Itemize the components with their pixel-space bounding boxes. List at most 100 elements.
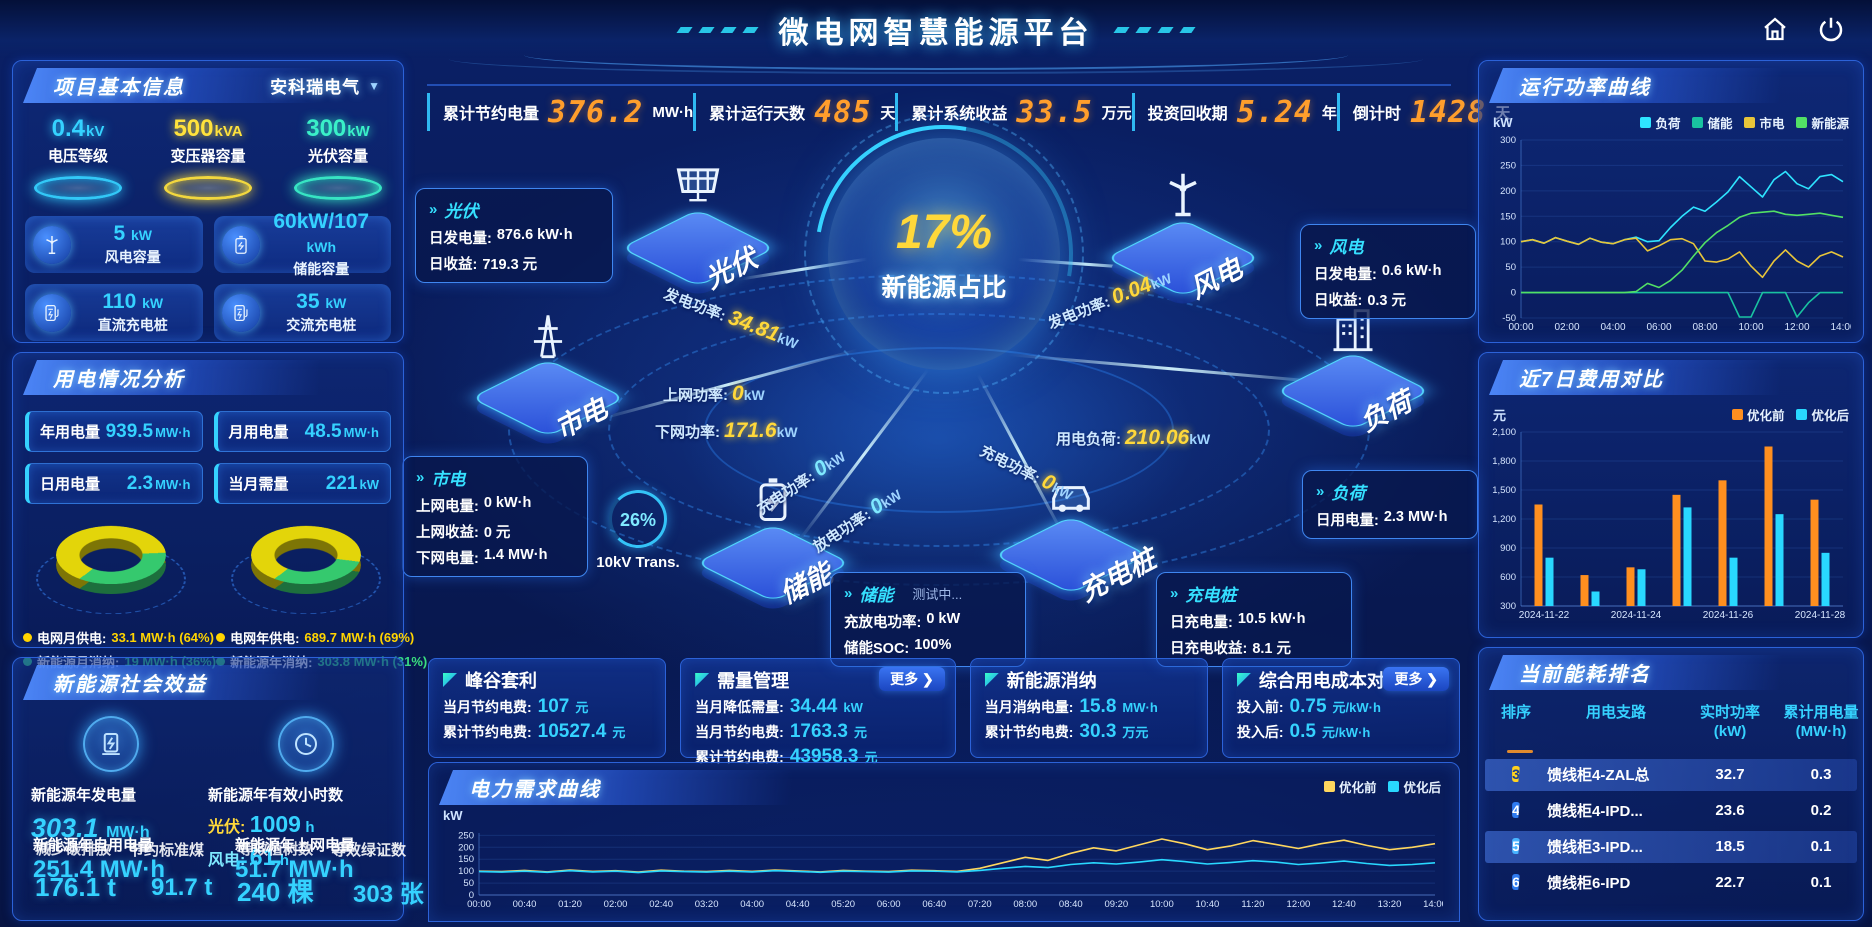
panel-social-benefit: 新能源社会效益 新能源年发电量 303.1 MW·h 新能源年有效小时数 光伏: [12, 657, 424, 921]
benefit-overlap-left: 新能源年自用电量 减少碳排放 节约标准煤 251.4 MW·h 176.1 t … [33, 837, 213, 902]
energy-node[interactable]: 光伏 [620, 163, 776, 313]
energy-node[interactable]: 充电桩 [993, 470, 1161, 620]
saving-panel-title: 需量管理 [717, 671, 790, 691]
saving-panel: 峰谷套利 当月节约电费: 107 元累计节约电费: 10527.4 元 [428, 658, 667, 758]
panel-project-info: 项目基本信息 安科瑞电气 ▼ 0.4kV 电压等级 500kVA 变压器容量 3… [12, 60, 404, 343]
energy-chip: 日用电量 2.3 MW·h [25, 463, 203, 504]
kpi-value: 1428 [1409, 94, 1487, 130]
legend-item: 电网月供电: 33.1 MW·h (64%) [23, 628, 216, 647]
kpi-stat: 投资回收期 5.24 年 [1131, 93, 1337, 131]
power-icon[interactable] [1816, 14, 1846, 44]
kpi-stats-bar: 累计节约电量 376.2 MW·h 累计运行天数 485 天 累计系统收益 33… [427, 84, 1510, 138]
rank-badge: 6 [1512, 874, 1520, 890]
transformer-load-percent: 26% [609, 490, 667, 548]
ranking-row[interactable]: 5 馈线柜3-IPD... 18.5 0.1 [1485, 830, 1857, 863]
total-energy: 0.1 [1810, 874, 1832, 891]
clock-icon [277, 716, 334, 772]
more-button[interactable]: 更多 ❯ [879, 667, 945, 691]
rank-badge: 4 [1512, 802, 1520, 818]
year-supply-donut [226, 518, 386, 615]
energy-node[interactable]: 风电 [1105, 173, 1261, 323]
svg-text:02:00: 02:00 [1554, 322, 1579, 333]
panel-corner-icon [23, 360, 31, 372]
company-dropdown[interactable]: 安科瑞电气 ▼ [270, 73, 381, 98]
panel-title: 近7日费用对比 [1519, 369, 1665, 391]
capacity-chip: 5 kW 风电容量 [25, 216, 203, 273]
demand-curve-chart: 250 200 150 100 50 0 00:00 00:40 01:20 02:00 02:40… [443, 827, 1453, 911]
energy-node[interactable]: 储能 [695, 478, 851, 628]
chevron-down-icon: ▼ [368, 78, 381, 93]
kpi-value: 5.24 [1236, 94, 1313, 130]
panel-cost-compare: 近7日费用对比 元 优化前 优化后 2,100 1,800 1,500 1,200 900… [1478, 352, 1864, 638]
node-info-box: » 市电 上网电量: 0 kW·h 上网收益: 0 元下网电量: 1.4 MW·h [402, 456, 588, 577]
arrow-icon: » [1170, 585, 1179, 602]
more-button[interactable]: 更多 ❯ [1383, 667, 1450, 691]
panel-corner-icon [984, 673, 999, 687]
info-box-title: 风电 [1329, 238, 1364, 257]
cost-compare-chart: 2,100 1,800 1,500 1,200 900 600 300 2024-11-22 2… [1485, 426, 1857, 622]
kpi-label: 倒计时 [1352, 106, 1401, 123]
svg-text:14:00: 14:00 [1423, 899, 1443, 910]
svg-text:1,500: 1,500 [1492, 485, 1516, 496]
branch-name: 馈线柜4-IPD... [1547, 803, 1643, 820]
svg-text:00:40: 00:40 [513, 899, 537, 910]
svg-text:300: 300 [1500, 135, 1516, 146]
svg-text:200: 200 [1500, 186, 1516, 197]
kpi-value: 33.5 [1016, 94, 1093, 130]
arrow-icon: » [844, 585, 853, 602]
svg-text:100: 100 [458, 866, 474, 877]
info-box-title: 充电桩 [1185, 586, 1237, 605]
saving-panel: 综合用电成本对比 更多 ❯ 投入前: 0.75 元/kW·h 投入后: 0.5 元/kW·… [1221, 658, 1461, 758]
energy-generation-icon [82, 716, 139, 772]
node-info-box: » 光伏 日发电量: 876.6 kW·h 日收益: 719.3 元 [415, 188, 613, 283]
capacity-chip: 35 kW 交流充电桩 [213, 284, 391, 341]
svg-text:250: 250 [458, 830, 474, 841]
y-axis-unit: kW [1493, 115, 1513, 130]
home-icon[interactable] [1760, 14, 1790, 44]
node-icon [747, 474, 799, 531]
pad-glow-disc [294, 176, 382, 200]
capacity-chip: 60kW/107 kWh 储能容量 [213, 210, 391, 277]
ranking-row[interactable]: 6 馈线柜6-IPD 22.7 0.1 [1485, 867, 1857, 896]
ranking-row[interactable]: 4 馈线柜4-IPD... 23.6 0.2 [1485, 795, 1857, 827]
power-curve-legend: 负荷 储能 市电 新能源 [1640, 113, 1849, 132]
kpi-stat: 累计系统收益 33.5 万元 [895, 93, 1132, 131]
svg-text:02:00: 02:00 [604, 899, 628, 910]
svg-text:11:20: 11:20 [1241, 899, 1264, 910]
saving-panel: 新能源消纳 当月消纳电量: 15.8 MW·h 累计节约电费: 30.3 万元 [969, 658, 1208, 758]
svg-text:07:20: 07:20 [968, 899, 992, 910]
energy-node[interactable]: 市电 [470, 313, 626, 463]
pad-label: 变压器容量 [170, 148, 246, 165]
chip-label: 风电容量 [104, 249, 161, 265]
panel-title-bar: 新能源社会效益 [23, 665, 393, 700]
svg-text:2024-11-28: 2024-11-28 [1795, 610, 1846, 621]
panel-corner-icon [23, 68, 31, 80]
capacity-chip-icon [33, 225, 71, 264]
header-decoration-left [676, 27, 759, 33]
y-axis-unit: 元 [1493, 408, 1507, 423]
energy-chip-label: 月用电量 [228, 424, 289, 441]
info-box-title: 负荷 [1331, 484, 1366, 503]
kpi-unit: MW·h [652, 103, 694, 121]
branch-name: 馈线柜3-IPD... [1547, 839, 1643, 856]
testing-badge: 测试中... [912, 587, 963, 602]
pad-value: 300kW [306, 115, 370, 142]
panel-corner-icon [1489, 68, 1497, 80]
chip-label: 交流充电桩 [286, 317, 357, 333]
y-axis-unit: kW [443, 808, 463, 823]
legend-dot [23, 633, 32, 642]
info-box-title: 光伏 [444, 202, 479, 221]
kpi-unit: 年 [1321, 104, 1337, 122]
transformer-load: 26% 10kV Trans. [596, 490, 680, 571]
panel-corner-icon [1236, 673, 1251, 687]
capacity-pads: 0.4kV 电压等级 500kVA 变压器容量 300kW 光伏容量 [13, 115, 403, 200]
ranking-row[interactable]: 3 馈线柜4-ZAL总 32.7 0.3 [1485, 758, 1857, 791]
pad-label: 电压等级 [47, 148, 108, 165]
panel-corner-icon [1489, 655, 1497, 667]
energy-flow-map: 光伏 风电 市电 负荷 储能 [402, 114, 1478, 667]
svg-text:150: 150 [1500, 211, 1516, 222]
svg-text:2024-11-22: 2024-11-22 [1519, 610, 1570, 621]
arrow-icon: » [1314, 237, 1323, 254]
svg-text:2024-11-26: 2024-11-26 [1703, 610, 1754, 621]
